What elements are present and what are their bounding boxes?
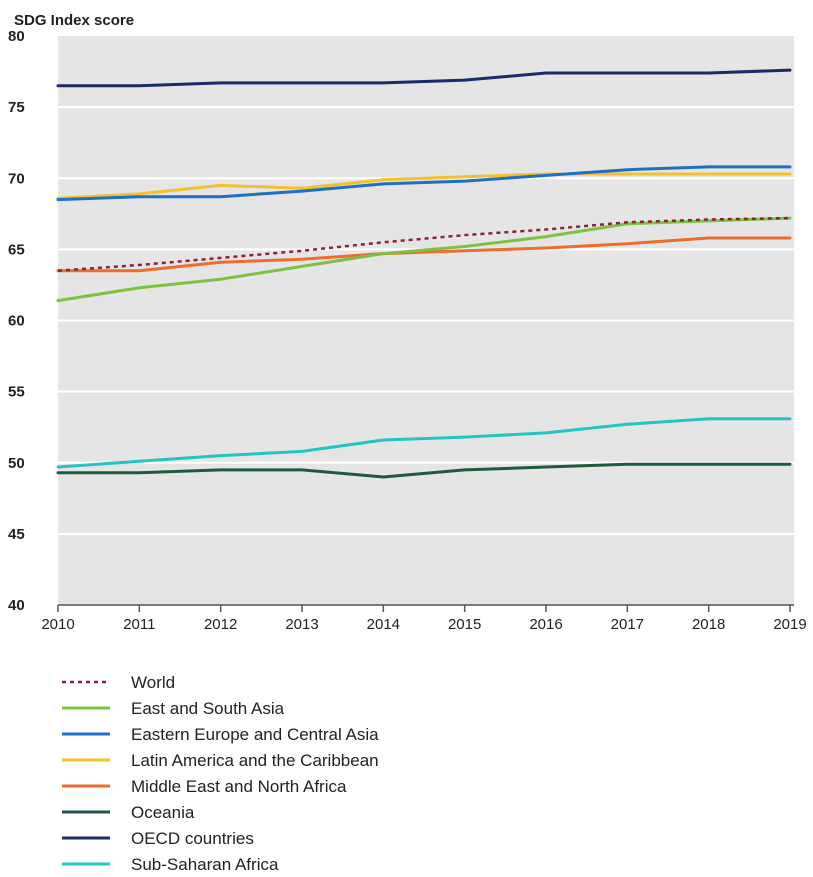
y-tick-label: 50 bbox=[8, 455, 25, 472]
x-tick-label: 2019 bbox=[773, 616, 806, 633]
legend-label: Latin America and the Caribbean bbox=[131, 751, 379, 770]
x-axis: 2010 2011 2012 2013 2014 2015 2016 2017 2018 2019 bbox=[41, 605, 806, 633]
x-tick-label: 2012 bbox=[204, 616, 237, 633]
x-tick-label: 2013 bbox=[285, 616, 318, 633]
legend-label: East and South Asia bbox=[131, 699, 285, 718]
y-tick-label: 55 bbox=[8, 384, 25, 401]
y-tick-label: 60 bbox=[8, 313, 25, 330]
legend: World East and South Asia Eastern Europe a… bbox=[62, 673, 379, 874]
x-tick-label: 2011 bbox=[123, 616, 155, 633]
legend-label: OECD countries bbox=[131, 829, 254, 848]
y-tick-label: 75 bbox=[8, 99, 25, 116]
y-tick-label: 80 bbox=[8, 28, 25, 45]
legend-label: Sub-Saharan Africa bbox=[131, 855, 279, 874]
legend-label: World bbox=[131, 673, 175, 692]
x-tick-label: 2016 bbox=[529, 616, 562, 633]
x-tick-label: 2017 bbox=[611, 616, 644, 633]
x-tick-label: 2014 bbox=[367, 616, 400, 633]
x-tick-label: 2018 bbox=[692, 616, 725, 633]
legend-label: Oceania bbox=[131, 803, 195, 822]
y-axis-label: SDG Index score bbox=[14, 12, 134, 29]
x-tick-label: 2010 bbox=[41, 616, 74, 633]
y-tick-label: 70 bbox=[8, 170, 25, 187]
legend-label: Middle East and North Africa bbox=[131, 777, 347, 796]
y-tick-label: 45 bbox=[8, 526, 25, 543]
y-tick-label: 40 bbox=[8, 597, 25, 614]
y-axis: 40 45 50 55 60 65 70 75 80 bbox=[8, 28, 25, 614]
legend-label: Eastern Europe and Central Asia bbox=[131, 725, 379, 744]
y-tick-label: 65 bbox=[8, 241, 25, 258]
x-tick-label: 2015 bbox=[448, 616, 481, 633]
